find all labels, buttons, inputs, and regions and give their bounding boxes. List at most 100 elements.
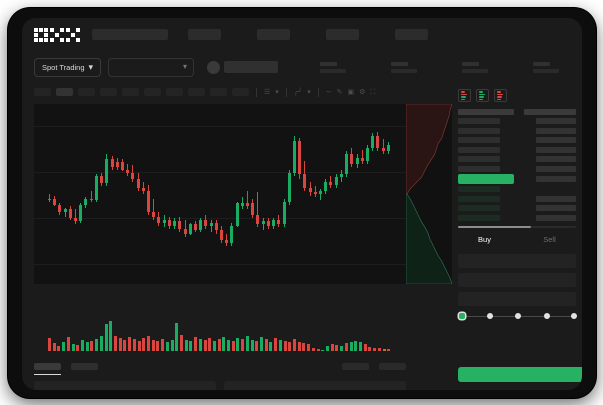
top-navigation-bar [22, 18, 582, 51]
slider-node-25[interactable] [486, 313, 493, 319]
orderbook-ask-row[interactable] [458, 164, 576, 174]
candles-icon[interactable]: ☰ [264, 88, 271, 96]
slider-node-100[interactable] [571, 313, 577, 319]
place-buy-order-button[interactable] [458, 367, 582, 382]
order-amount-field[interactable] [458, 272, 576, 287]
orderbook-ask-row[interactable] [458, 117, 576, 127]
orderbook-price [458, 195, 500, 202]
bottom-tab-1[interactable] [71, 363, 98, 370]
depth-svg [406, 104, 452, 284]
indicators-icon[interactable]: ╭╯ [293, 88, 303, 96]
orderbook-price [458, 127, 500, 134]
orderbook-amount [536, 127, 576, 134]
slider-node-0[interactable] [459, 313, 466, 319]
volume-bar [269, 341, 273, 351]
fullscreen-icon[interactable]: ⛶ [370, 88, 376, 96]
orderbook-bid-row[interactable] [458, 185, 576, 195]
both-mode-icon[interactable] [458, 89, 471, 102]
volume-bar [297, 341, 301, 351]
tab-buy[interactable]: Buy [478, 234, 491, 244]
nav-item-2[interactable] [326, 29, 359, 40]
volume-bar [85, 342, 89, 351]
volume-bar [184, 339, 188, 351]
logo-letter-o [34, 27, 48, 42]
timeframe-button-3[interactable] [100, 88, 117, 96]
timeframe-button-7[interactable] [188, 88, 205, 96]
market-stat-label [391, 61, 409, 66]
bottom-panel-0[interactable] [34, 381, 216, 390]
app-screen: Spot Trading ▾ ▾ [22, 18, 582, 390]
volume-bar [203, 339, 207, 351]
trading-mode-dropdown[interactable]: Spot Trading ▾ [34, 57, 102, 77]
scrollbar-thumb[interactable] [458, 225, 532, 228]
market-depth-chart[interactable] [406, 104, 452, 284]
timeframe-button-4[interactable] [122, 88, 139, 96]
order-price-field[interactable] [458, 253, 576, 268]
volume-bar [373, 347, 377, 351]
line-tool-icon[interactable]: ∼ [325, 88, 332, 96]
orderbook-price [458, 108, 514, 115]
volume-bar [151, 339, 155, 351]
bottom-action-0[interactable] [342, 363, 369, 370]
slider-node-75[interactable] [543, 313, 550, 319]
orderbook-ask-row[interactable] [458, 126, 576, 136]
volume-bar [217, 339, 221, 351]
timeframe-button-2[interactable] [78, 88, 95, 96]
volume-bar [316, 349, 320, 351]
volume-bar [198, 339, 202, 351]
volume-bar [250, 339, 254, 351]
toolbar-divider [256, 87, 257, 97]
orderbook-scrollbar[interactable] [458, 225, 576, 228]
orderbook-ask-row[interactable] [458, 107, 576, 117]
order-total-field[interactable] [458, 291, 576, 306]
volume-bar [335, 345, 339, 351]
slider-node-50[interactable] [515, 313, 522, 319]
tab-sell[interactable]: Sell [543, 234, 556, 244]
camera-icon[interactable]: ▣ [347, 88, 355, 96]
timeframe-button-0[interactable] [34, 88, 51, 96]
timeframe-button-6[interactable] [166, 88, 183, 96]
timeframe-button-5[interactable] [144, 88, 161, 96]
timeframe-button-9[interactable] [232, 88, 249, 96]
orderbook-ask-row[interactable] [458, 136, 576, 146]
volume-bar [52, 343, 56, 351]
market-header-bar: Spot Trading ▾ ▾ [22, 51, 582, 83]
logo-letter-k [50, 27, 64, 42]
settings-icon[interactable]: ⚙ [359, 88, 366, 96]
orderbook-ask-row[interactable] [458, 155, 576, 165]
orderbook-bid-row[interactable] [458, 213, 576, 223]
order-amount-slider[interactable] [459, 312, 577, 322]
pencil-icon[interactable]: ✎ [336, 88, 343, 96]
volume-bar [208, 338, 212, 351]
volume-bar [156, 340, 160, 351]
nav-item-0[interactable] [188, 29, 221, 40]
trading-pair-dropdown[interactable]: ▾ [108, 57, 195, 77]
volume-bar [231, 340, 235, 351]
volume-bar [288, 342, 292, 351]
nav-item-3[interactable] [395, 29, 428, 40]
price-chart[interactable] [34, 104, 406, 284]
chevron-down-icon[interactable]: ▾ [275, 88, 279, 96]
timeframe-button-8[interactable] [210, 88, 227, 96]
chart-gridline [34, 172, 406, 173]
timeframe-button-1[interactable] [56, 88, 73, 96]
nav-item-1[interactable] [257, 29, 290, 40]
chevron-down-icon[interactable]: ▾ [307, 88, 311, 96]
nav-search-field[interactable] [92, 29, 168, 40]
orderbook-price [458, 118, 500, 125]
okx-logo-icon[interactable] [34, 27, 80, 42]
orderbook-bid-row[interactable] [458, 194, 576, 204]
bottom-action-1[interactable] [379, 363, 406, 370]
orderbook-amount [536, 137, 576, 144]
bottom-tab-0[interactable] [34, 363, 61, 375]
bids-mode-icon[interactable] [476, 89, 489, 102]
market-stat-3 [533, 61, 560, 73]
orderbook-mark-price-row[interactable] [458, 174, 576, 185]
orderbook-ask-row[interactable] [458, 145, 576, 155]
bottom-panel-1[interactable] [224, 381, 406, 390]
orderbook-rows[interactable] [452, 107, 582, 223]
orderbook-bid-row[interactable] [458, 204, 576, 214]
orderbook-price [458, 214, 500, 221]
asks-mode-icon[interactable] [494, 89, 507, 102]
market-stat-1 [391, 61, 418, 73]
